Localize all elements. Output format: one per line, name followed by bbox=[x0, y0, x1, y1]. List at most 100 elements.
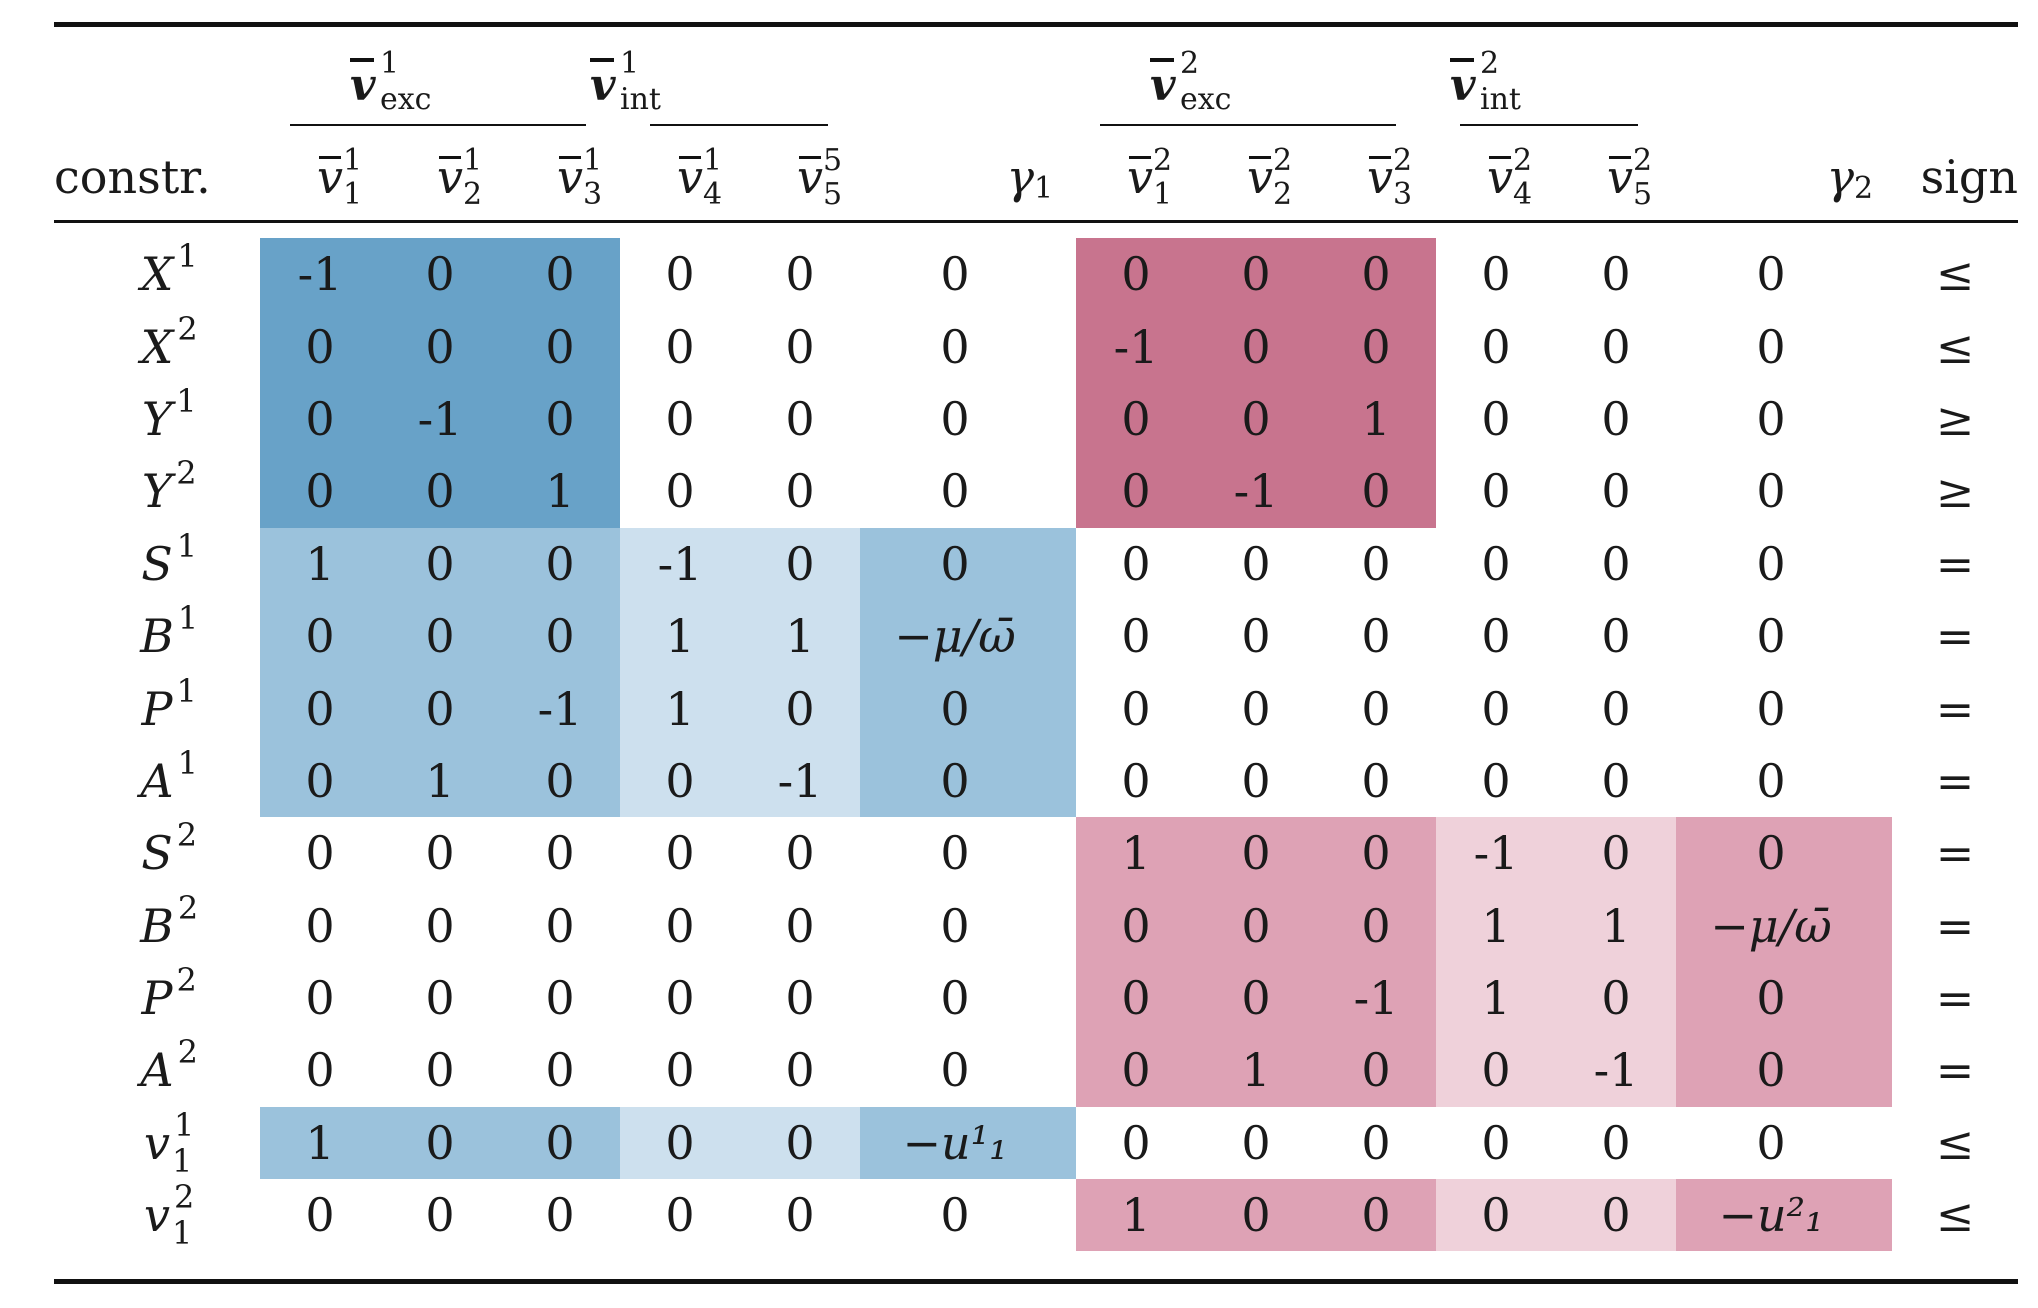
table-cell: 0 bbox=[620, 1106, 740, 1180]
table-row: v 1 1 1 0 0 0 0 −u¹₁ 0 0 0 0 0 0 ≤ bbox=[54, 1106, 2018, 1180]
table-cell: 0 bbox=[1196, 310, 1316, 383]
table-cell: 0 bbox=[260, 744, 380, 818]
table-cell: 1 bbox=[1316, 382, 1436, 456]
mid-rule bbox=[54, 220, 2018, 223]
table-cell: 0 bbox=[1316, 1179, 1436, 1252]
table-cell: 0 bbox=[1756, 319, 1786, 374]
table-cell: -1 bbox=[1316, 961, 1436, 1035]
table-cell: 0 bbox=[740, 527, 860, 600]
table-cell: 0 bbox=[620, 744, 740, 818]
cmidrule-v1-exc bbox=[290, 124, 586, 126]
cmidrule-v1-int bbox=[650, 124, 828, 126]
table-cell: 0 bbox=[1316, 455, 1436, 528]
table-cell: -1 bbox=[1076, 310, 1196, 383]
table-cell: 0 bbox=[425, 898, 455, 953]
table-cell: −u²₁ bbox=[1676, 1179, 1892, 1252]
table-cell: 0 bbox=[1241, 609, 1271, 664]
col-header-constr: constr. bbox=[54, 150, 211, 204]
table-row: B 1 0 0 0 1 1 −μ/ω̄ 0 0 0 0 0 0 = bbox=[54, 599, 2018, 673]
table-cell: 1 bbox=[1196, 1034, 1316, 1107]
table-cell: 0 bbox=[1196, 238, 1316, 311]
table-cell: 0 bbox=[1481, 609, 1511, 664]
table-cell: 0 bbox=[1481, 1115, 1511, 1170]
table-cell: 0 bbox=[1361, 1115, 1391, 1170]
table-cell: 0 bbox=[1601, 319, 1631, 374]
group-header-v2-exc: v 2 exc bbox=[1150, 46, 1232, 117]
table-cell: 0 bbox=[740, 672, 860, 745]
table-cell: 0 bbox=[380, 672, 500, 745]
table-cell: 0 bbox=[500, 382, 620, 456]
table-cell: 0 bbox=[665, 247, 695, 302]
row-sign: = bbox=[1935, 1043, 1975, 1098]
table-cell: 0 bbox=[1481, 464, 1511, 519]
table-cell: 0 bbox=[500, 744, 620, 818]
table-cell: 0 bbox=[1316, 238, 1436, 311]
table-cell: 0 bbox=[1756, 536, 1786, 591]
table-cell: 0 bbox=[1556, 961, 1676, 1035]
table-cell: 0 bbox=[1436, 1034, 1556, 1107]
table-cell: 0 bbox=[500, 599, 620, 673]
table-cell: -1 bbox=[500, 672, 620, 745]
table-cell: 0 bbox=[1601, 391, 1631, 446]
table-cell: 0 bbox=[940, 898, 970, 953]
table-cell: 0 bbox=[940, 971, 970, 1026]
table-cell: -1 bbox=[260, 238, 380, 311]
table-cell: 0 bbox=[940, 391, 970, 446]
table-cell: 0 bbox=[1361, 681, 1391, 736]
table-cell: 0 bbox=[1756, 464, 1786, 519]
table-cell: 0 bbox=[1481, 536, 1511, 591]
table-row: Y 1 0 -1 0 0 0 0 0 0 1 0 0 0 ≥ bbox=[54, 382, 2018, 456]
table-cell: 0 bbox=[1481, 319, 1511, 374]
row-sign: ≥ bbox=[1935, 391, 1975, 446]
table-cell: 0 bbox=[380, 238, 500, 311]
table-cell: 0 bbox=[500, 1106, 620, 1180]
table-cell: -1 bbox=[380, 382, 500, 456]
table-cell: 0 bbox=[1196, 817, 1316, 890]
table-cell: 0 bbox=[1076, 382, 1196, 456]
table-cell: 0 bbox=[785, 247, 815, 302]
table-cell: 1 bbox=[1556, 889, 1676, 962]
table-row: P 1 0 0 -1 1 0 0 0 0 0 0 0 0 = bbox=[54, 672, 2018, 745]
table-cell: 0 bbox=[940, 1188, 970, 1243]
table-cell: 0 bbox=[1676, 1034, 1892, 1107]
table-cell: 0 bbox=[1121, 536, 1151, 591]
table-cell: 0 bbox=[1601, 753, 1631, 808]
table-cell: 0 bbox=[785, 898, 815, 953]
table-cell: −μ/ω̄ bbox=[860, 599, 1076, 673]
table-cell: 0 bbox=[940, 1043, 970, 1098]
table-cell: 0 bbox=[785, 1188, 815, 1243]
table-cell: 0 bbox=[545, 971, 575, 1026]
table-cell: 0 bbox=[665, 1043, 695, 1098]
table-cell: 0 bbox=[1436, 1179, 1556, 1252]
table-cell: 0 bbox=[1676, 961, 1892, 1035]
table-cell: 0 bbox=[665, 826, 695, 881]
table-cell: 0 bbox=[500, 527, 620, 600]
table-cell: 0 bbox=[1121, 753, 1151, 808]
row-sign: ≤ bbox=[1935, 1115, 1975, 1170]
cmidrule-v2-exc bbox=[1100, 124, 1396, 126]
table-cell: 0 bbox=[260, 672, 380, 745]
table-cell: 0 bbox=[305, 898, 335, 953]
table-cell: 0 bbox=[785, 464, 815, 519]
table-cell: 0 bbox=[665, 971, 695, 1026]
table-cell: 0 bbox=[1676, 817, 1892, 890]
table-cell: 0 bbox=[545, 1188, 575, 1243]
table-cell: 1 bbox=[380, 744, 500, 818]
row-sign: = bbox=[1935, 898, 1975, 953]
table-cell: 0 bbox=[860, 744, 1076, 818]
top-rule bbox=[54, 22, 2018, 27]
table-cell: 0 bbox=[1316, 889, 1436, 962]
table-cell: 0 bbox=[1756, 753, 1786, 808]
row-sign: = bbox=[1935, 536, 1975, 591]
table-cell: 0 bbox=[860, 672, 1076, 745]
table-row: Y 2 0 0 1 0 0 0 0 -1 0 0 0 0 ≥ bbox=[54, 454, 2018, 528]
table-cell: -1 bbox=[1196, 455, 1316, 528]
